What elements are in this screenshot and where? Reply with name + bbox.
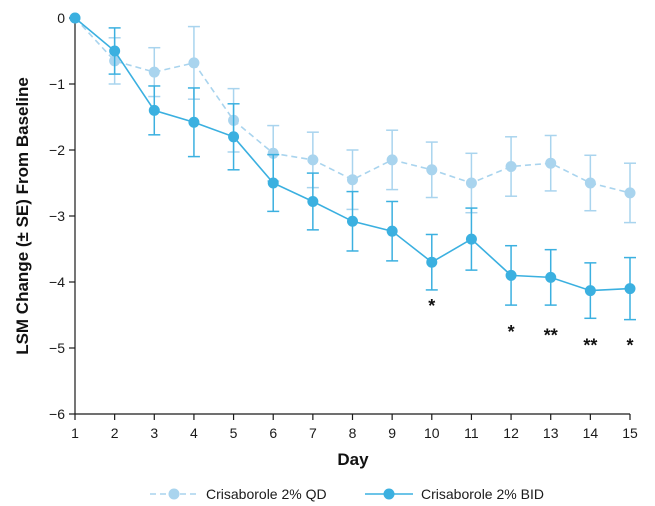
data-point: [148, 66, 160, 78]
data-point: [148, 104, 160, 116]
data-point: [347, 215, 358, 227]
y-tick-label: −1: [49, 76, 65, 92]
data-point: [188, 57, 200, 69]
data-point: [624, 283, 636, 295]
x-tick-label: 4: [190, 425, 198, 441]
y-tick-label: −2: [49, 142, 65, 158]
data-point: [386, 225, 398, 237]
significance-annotations: ** ** ** *: [428, 296, 633, 356]
data-point: [69, 12, 81, 24]
significance-marker: *: [508, 322, 515, 342]
x-tick-label: 6: [269, 425, 277, 441]
data-point: [624, 187, 636, 199]
significance-marker: *: [626, 335, 633, 355]
significance-marker: *: [428, 296, 435, 316]
x-tick-label: 12: [503, 425, 519, 441]
data-point: [188, 116, 200, 128]
x-tick-label: 15: [622, 425, 638, 441]
data-point: [545, 271, 557, 283]
x-tick-label: 9: [388, 425, 396, 441]
data-point: [386, 154, 398, 166]
x-tick-label: 1: [71, 425, 79, 441]
data-point: [347, 174, 358, 186]
legend-label: Crisaborole 2% BID: [421, 486, 544, 502]
significance-marker: **: [583, 335, 597, 355]
series-line: [74, 17, 631, 194]
data-point: [465, 233, 477, 245]
data-point: [584, 285, 596, 297]
x-tick-label: 11: [464, 425, 479, 441]
data-point: [307, 154, 319, 166]
y-tick-label: −4: [49, 274, 65, 290]
y-ticks: 0 −1 −2 −3 −4 −5 −6: [49, 10, 75, 422]
data-point: [545, 157, 557, 169]
data-point: [267, 177, 279, 189]
legend-label: Crisaborole 2% QD: [206, 486, 327, 502]
y-tick-label: −3: [49, 208, 65, 224]
legend-marker: [383, 488, 395, 500]
x-tick-label: 2: [111, 425, 119, 441]
significance-marker: **: [544, 326, 558, 346]
x-tick-label: 5: [230, 425, 238, 441]
x-tick-label: 10: [424, 425, 440, 441]
data-point: [465, 177, 477, 189]
y-tick-label: −6: [49, 406, 65, 422]
data-point: [307, 195, 319, 207]
data-point: [426, 256, 438, 268]
x-ticks: 1 2 3 4 5 6 7 8 9 10 11 12 13 14 15: [71, 414, 638, 441]
plot-area: [69, 12, 636, 321]
y-axis-title: LSM Change (± SE) From Baseline: [13, 77, 32, 355]
x-tick-label: 14: [583, 425, 599, 441]
x-tick-label: 8: [349, 425, 357, 441]
x-tick-label: 7: [309, 425, 317, 441]
data-point: [584, 177, 596, 189]
x-axis-title: Day: [337, 450, 369, 469]
data-point: [109, 45, 121, 57]
data-point: [505, 161, 517, 172]
data-point: [505, 269, 517, 281]
legend-marker: [168, 488, 180, 500]
legend: Crisaborole 2% QD Crisaborole 2% BID: [150, 486, 544, 502]
y-tick-label: −5: [49, 340, 65, 356]
x-tick-label: 3: [150, 425, 158, 441]
x-tick-label: 13: [543, 425, 559, 441]
series-bid: [69, 12, 636, 321]
y-tick-label: 0: [57, 10, 65, 26]
data-point: [426, 164, 438, 176]
data-point: [228, 131, 240, 143]
data-point: [267, 147, 279, 159]
